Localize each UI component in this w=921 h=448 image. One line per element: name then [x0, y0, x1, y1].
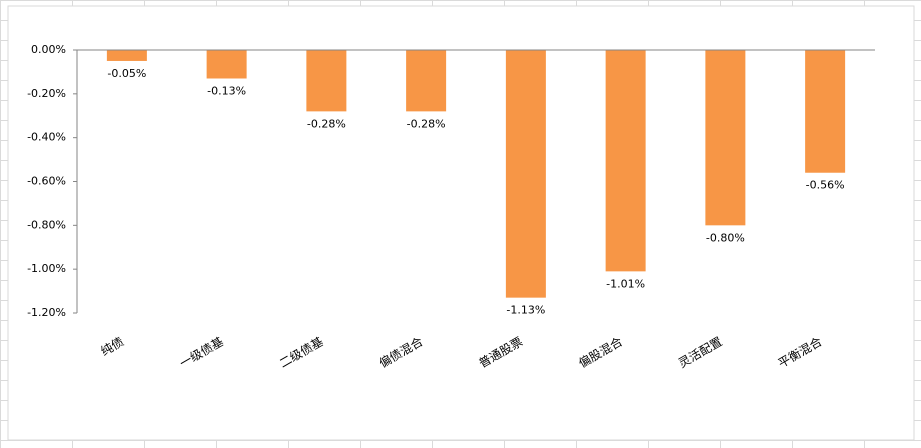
bar: [206, 50, 247, 79]
bar: [106, 50, 147, 61]
data-label: -0.80%: [706, 231, 745, 244]
y-tick-label: -1.00%: [27, 262, 66, 275]
bar: [805, 50, 846, 173]
y-tick-label: -0.20%: [27, 87, 66, 100]
data-label: -0.28%: [407, 117, 446, 130]
y-tick-label: 0.00%: [31, 43, 66, 56]
y-tick-label: -0.40%: [27, 131, 66, 144]
chart-area: [7, 5, 915, 441]
y-tick-label: -0.80%: [27, 218, 66, 231]
bar: [306, 50, 347, 112]
data-label: -1.13%: [506, 304, 545, 317]
data-label: -0.28%: [307, 117, 346, 130]
data-label: -0.56%: [806, 179, 845, 192]
y-tick-label: -0.60%: [27, 175, 66, 188]
bar: [705, 50, 746, 226]
y-tick-label: -1.20%: [27, 306, 66, 319]
bar: [605, 50, 646, 272]
data-label: -0.05%: [107, 67, 146, 80]
bar: [505, 50, 546, 298]
bar: [406, 50, 447, 112]
data-label: -1.01%: [606, 277, 645, 290]
data-label: -0.13%: [207, 84, 246, 97]
